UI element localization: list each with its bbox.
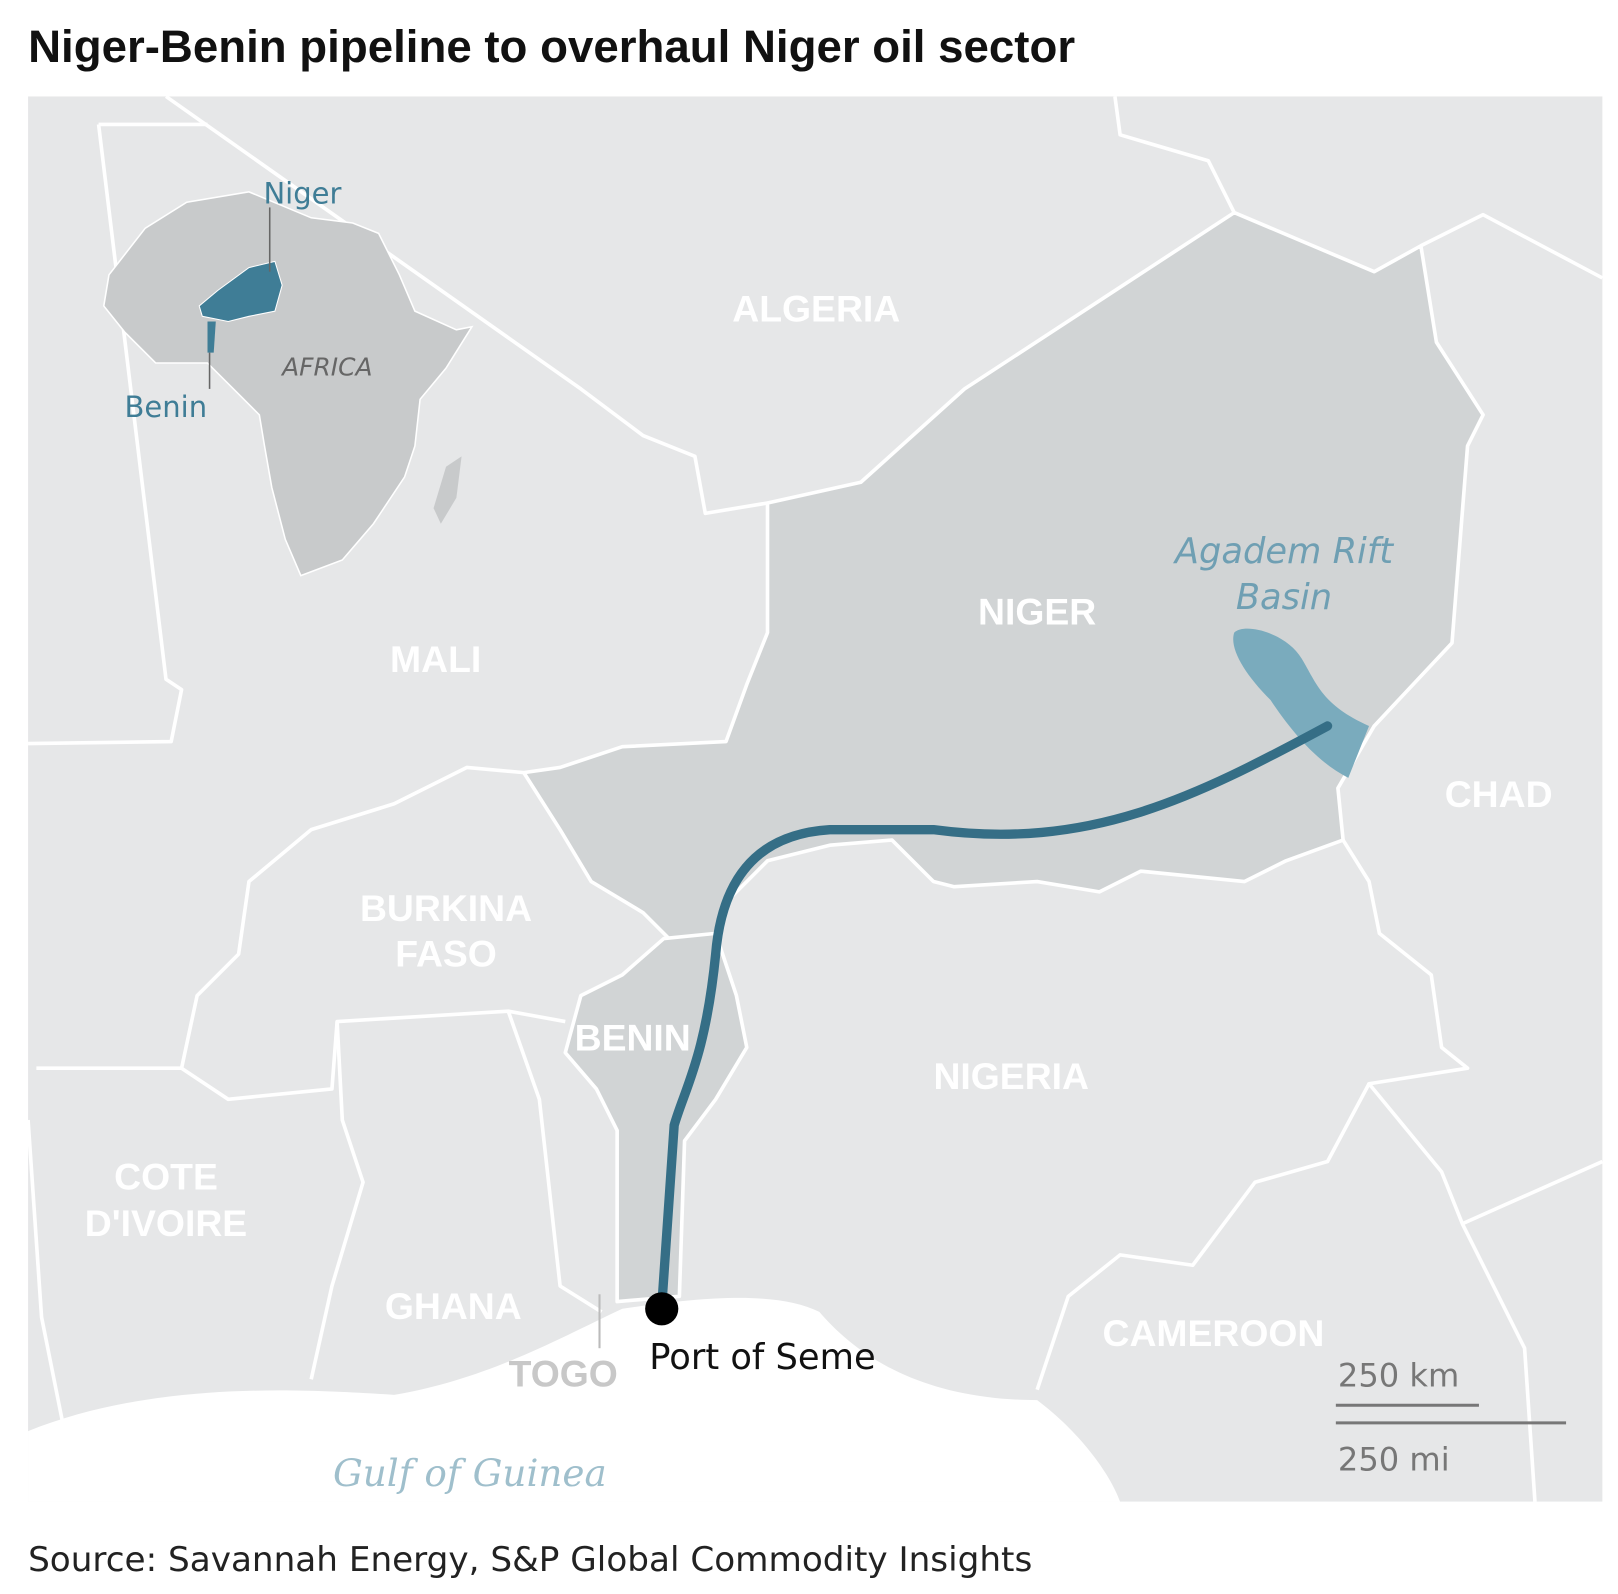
- label-ghana: GHANA: [385, 1285, 522, 1327]
- africa-continent: [102, 191, 474, 577]
- inset-label-benin: Benin: [125, 390, 208, 424]
- inset-label-africa: AFRICA: [280, 352, 372, 381]
- pipeline-route: [657, 721, 1333, 1312]
- scale-km-label: 250 km: [1338, 1357, 1459, 1395]
- label-niger: NIGER: [978, 590, 1096, 632]
- label-gulf-of-guinea: Gulf of Guinea: [333, 1451, 607, 1495]
- inset-benin: [207, 321, 216, 353]
- label-cameroon: CAMEROON: [1103, 1312, 1325, 1354]
- inset-niger: [198, 260, 283, 323]
- label-basin-line2: Basin: [1236, 577, 1332, 618]
- sea: [28, 1297, 1121, 1502]
- label-mali: MALI: [390, 638, 481, 680]
- africa-inset: Niger Benin AFRICA: [102, 176, 474, 577]
- madagascar: [433, 456, 462, 524]
- label-cote: COTE: [114, 1156, 218, 1198]
- label-nigeria: NIGERIA: [933, 1055, 1089, 1097]
- label-burkina: BURKINA: [360, 887, 532, 929]
- label-chad: CHAD: [1445, 773, 1553, 815]
- label-togo: TOGO: [509, 1353, 618, 1395]
- scale-mi-label: 250 mi: [1338, 1441, 1450, 1479]
- label-faso: FASO: [395, 933, 497, 975]
- label-port-of-seme: Port of Seme: [649, 1337, 875, 1378]
- chart-title: Niger-Benin pipeline to overhaul Niger o…: [28, 21, 1075, 72]
- inset-label-niger: Niger: [263, 176, 341, 210]
- port-of-seme-marker: [645, 1292, 679, 1326]
- niger-country: [521, 210, 1485, 946]
- main-map: ALGERIA MALI NIGER CHAD BURKINA FASO BEN…: [0, 94, 1618, 1594]
- label-algeria: ALGERIA: [732, 287, 900, 329]
- scale-bar: 250 km 250 mi: [1335, 1357, 1567, 1479]
- label-benin: BENIN: [575, 1017, 691, 1059]
- source-note: Source: Savannah Energy, S&P Global Comm…: [28, 1540, 1032, 1580]
- agadem-rift-basin-area: [1233, 628, 1370, 778]
- country-borders: [26, 94, 1604, 1502]
- label-basin-line1: Agadem Rift: [1173, 531, 1394, 572]
- label-divoire: D'IVOIRE: [85, 1202, 247, 1244]
